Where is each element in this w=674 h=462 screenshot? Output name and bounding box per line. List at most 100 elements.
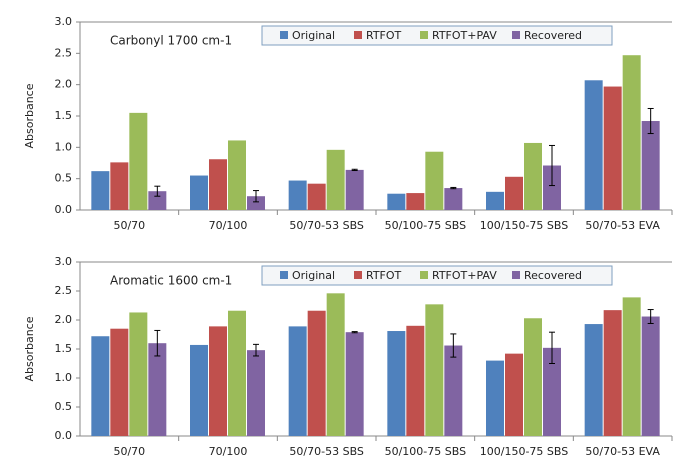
error-bar [549, 331, 555, 364]
bar [543, 347, 561, 436]
bar [190, 175, 208, 210]
error-bar [647, 309, 654, 324]
legend-box [261, 265, 613, 286]
bar [425, 151, 444, 210]
y-tick-label: 0.0 [55, 203, 73, 216]
bar [444, 188, 463, 210]
bar [129, 112, 148, 210]
legend-label: RTFOT+PAV [432, 269, 497, 282]
error-bar [253, 343, 259, 357]
bar [505, 176, 523, 210]
bar [641, 316, 660, 436]
bar [584, 80, 603, 210]
error-bar [450, 333, 457, 358]
bar [326, 293, 345, 436]
y-tick-label: 3.0 [55, 255, 73, 268]
bar [486, 191, 504, 210]
legend-label: Recovered [524, 29, 582, 42]
x-tick-label: 50/70-53 SBS [289, 445, 363, 458]
legend-swatch [354, 271, 362, 279]
bar [209, 326, 227, 436]
bar [326, 149, 345, 210]
x-tick-label: 70/100 [209, 445, 248, 458]
legend-box [261, 25, 613, 46]
bar [148, 191, 167, 210]
y-tick-label: 3.0 [55, 15, 73, 28]
bar [110, 162, 129, 210]
legend-swatch [512, 271, 520, 279]
error-bar [549, 144, 555, 187]
legend-label: RTFOT+PAV [432, 29, 497, 42]
annotation: Aromatic 1600 cm-1 [110, 274, 232, 288]
bar [148, 343, 167, 436]
legend-label: RTFOT [366, 269, 402, 282]
y-tick-label: 2.5 [55, 284, 73, 297]
y-tick-label: 1.5 [55, 109, 73, 122]
bar [622, 55, 641, 210]
y-tick-label: 2.0 [55, 313, 73, 326]
x-tick-label: 100/150-75 SBS [480, 445, 568, 458]
bar [387, 193, 406, 210]
error-bar [154, 329, 161, 357]
bar [129, 312, 148, 436]
legend-swatch [420, 271, 428, 279]
bar [444, 345, 463, 436]
x-tick-label: 50/70 [113, 219, 145, 232]
x-tick-label: 50/70-53 SBS [289, 219, 363, 232]
bar [247, 350, 265, 436]
bar [524, 142, 542, 210]
bar [543, 165, 561, 210]
bar [406, 325, 425, 436]
y-tick-label: 1.0 [55, 371, 73, 384]
bar [641, 121, 660, 210]
bar [486, 360, 504, 436]
y-tick-label: 0.0 [55, 429, 73, 442]
bar [247, 196, 265, 210]
bar [307, 310, 326, 436]
bar [228, 140, 246, 210]
error-bar [351, 168, 358, 172]
bar [387, 331, 406, 436]
bar [406, 193, 425, 210]
error-bar [154, 185, 161, 197]
x-tick-label: 50/100-75 SBS [385, 445, 466, 458]
legend: Original RTFOT RTFOT+PAV Recovered [261, 25, 613, 46]
x-tick-label: 100/150-75 SBS [480, 219, 568, 232]
bar [345, 169, 364, 210]
legend-label: Original [292, 269, 335, 282]
legend-label: Recovered [524, 269, 582, 282]
legend-swatch [280, 31, 288, 39]
error-bar [351, 331, 358, 334]
error-bar [253, 190, 259, 203]
legend: Original RTFOT RTFOT+PAV Recovered [261, 265, 613, 286]
error-bar [450, 186, 457, 190]
bar [622, 297, 641, 436]
bar [91, 336, 110, 436]
bar [190, 344, 208, 436]
y-tick-label: 1.0 [55, 140, 73, 153]
bar [603, 86, 622, 210]
x-tick-label: 70/100 [209, 219, 248, 232]
bar [584, 324, 603, 436]
bar [91, 171, 110, 210]
bar [603, 310, 622, 436]
bar [425, 304, 444, 436]
legend-swatch [354, 31, 362, 39]
bar [307, 183, 326, 210]
bar [288, 326, 307, 436]
bar [209, 159, 227, 210]
bar [505, 353, 523, 436]
bar [228, 310, 246, 436]
legend-label: Original [292, 29, 335, 42]
legend-label: RTFOT [366, 29, 402, 42]
y-axis-label: Absorbance [23, 316, 36, 381]
x-tick-label: 50/100-75 SBS [385, 219, 466, 232]
bar [110, 328, 129, 436]
bar [524, 318, 542, 436]
x-tick-label: 50/70-53 EVA [585, 445, 660, 458]
y-tick-label: 2.0 [55, 78, 73, 91]
y-tick-label: 0.5 [55, 400, 73, 413]
bar [345, 332, 364, 436]
x-tick-label: 50/70 [113, 445, 145, 458]
